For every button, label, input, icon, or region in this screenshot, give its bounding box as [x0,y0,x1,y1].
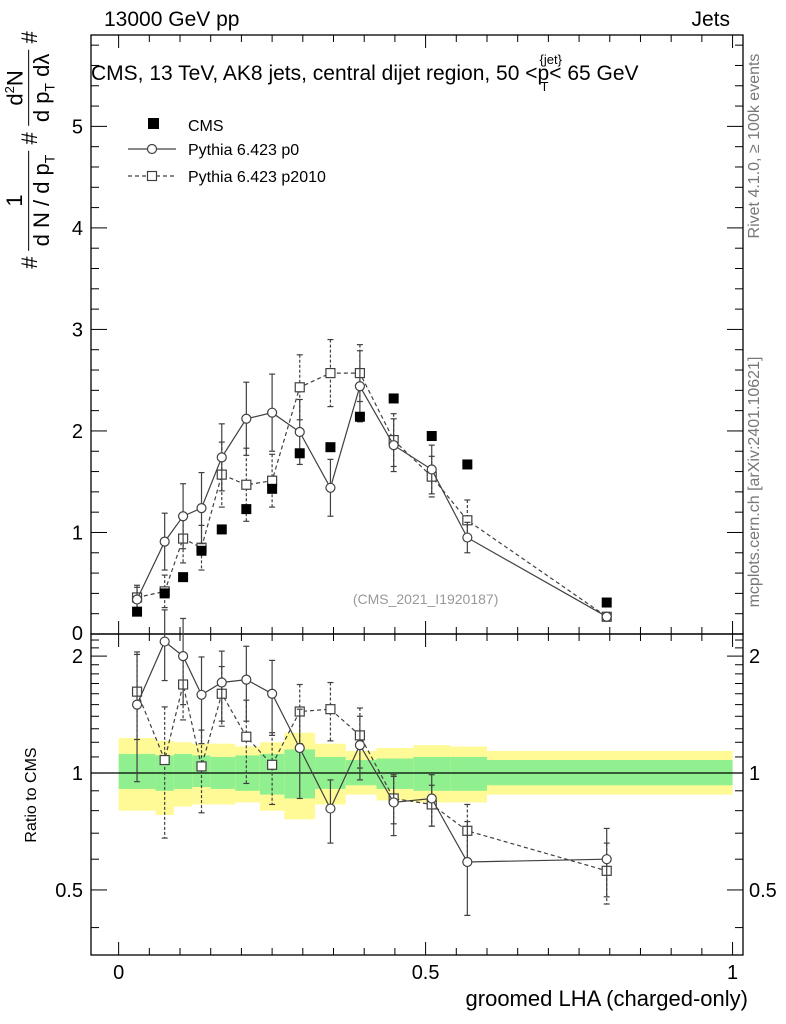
main-panel: 1 2 3 4 5 0 (CMS_2021_I1920187) CMS Pythia 6.423… [72,34,744,955]
legend-cms-label: CMS [188,118,224,135]
main-y-tick-label: 1 [72,522,83,544]
ratio-y-tick-label: 1 [72,763,83,785]
ratio-p2010-line [136,684,607,872]
cms-point [132,606,143,617]
ratio-p0-point [388,797,399,808]
ratio-p0-point [294,742,305,754]
cms-point [601,597,612,608]
title-sup: {jet} [539,52,562,67]
title-text: CMS, 13 TeV, AK8 jets, central dijet reg… [91,62,538,85]
p0-point [354,381,366,392]
ratio-p2010-point [267,759,278,770]
ratio-p0-point [177,651,189,662]
p0-point [241,413,252,424]
ratio-y-tick-label-right: 1 [749,763,760,785]
cms-point [159,588,170,599]
p0-point [196,503,207,514]
p0-point [426,464,437,475]
ratio-p0-point [354,740,366,751]
ratio-p0-line [136,640,607,863]
ratio-panel: 0 0.5 1 0.5 0.5 1 1 2 2 [55,35,777,984]
ratio-p0-point [196,689,207,700]
ratio-y-tick-label: 0.5 [55,880,83,902]
cms-point [241,504,252,515]
legend-p0-label: Pythia 6.423 p0 [188,142,299,159]
legend-p2010-label: Pythia 6.423 p2010 [188,169,326,186]
header-right: Jets [691,8,730,31]
p0-point [294,426,305,438]
title-pt: p {jet} T [537,52,562,94]
legend-p2010-marker [146,170,158,182]
p0-point [216,452,227,463]
legend: CMS Pythia 6.423 p0 Pythia 6.423 p2010 [128,118,326,186]
ratio-p2010-point [241,731,252,742]
ratio-p0-point [426,793,437,804]
legend-p0-marker [146,143,158,155]
x-tick-label: 0 [113,962,124,984]
p0-line [136,384,607,618]
ratio-p0-point [159,636,170,647]
main-plot-title: CMS, 13 TeV, AK8 jets, central dijet reg… [91,52,639,94]
title-p: p [537,62,550,85]
main-y-zero-label: 0 [72,623,83,645]
ratio-p0-point [131,699,143,710]
ratio-p2010-point [196,761,207,772]
p0-point [131,594,143,605]
cms-point [388,393,399,404]
main-y-tick-label: 3 [72,319,83,341]
ratio-p2010-point [325,704,336,715]
ratio-p0-point [267,688,278,699]
x-tick-label: 0.5 [412,962,440,984]
title-tail: < 65 GeV [549,62,639,85]
header-left: 13000 GeV pp [104,8,240,31]
cms-point [325,442,336,453]
ratio-band-inner [450,756,487,791]
cms-point [354,411,365,422]
ratio-y-tick-label-right: 0.5 [749,880,777,902]
watermark: (CMS_2021_I1920187) [353,591,499,607]
cms-point [462,459,473,470]
ratio-band-inner [376,758,414,789]
cms-point [426,431,437,442]
main-y-tick-label: 2 [72,421,83,443]
ratio-p2010-point [159,754,170,766]
cms-point [294,448,305,459]
p2010-line [136,372,608,618]
p0-point [267,407,278,418]
cms-point [216,524,227,535]
p0-point [601,611,612,622]
ratio-p0-point [462,856,473,868]
p0-point [159,536,170,547]
ratio-band-inner [173,753,193,789]
main-y-tick-label: 5 [72,116,83,138]
cms-point [178,572,189,583]
ratio-y-tick-label: 2 [72,646,83,668]
ratio-y-tick-label-right: 2 [749,646,760,668]
title-sub: T [540,79,549,94]
p2010-point [294,382,305,393]
main-y-tick-label: 4 [72,218,83,240]
p0-point [462,532,473,543]
p2010-point [325,367,336,379]
cms-point [196,545,207,556]
x-tick-label: 1 [727,962,738,984]
ratio-frame [90,633,744,956]
p0-point [325,482,336,493]
legend-cms-marker [148,118,159,129]
p0-point [177,511,189,522]
x-axis-label: groomed LHA (charged-only) [465,986,748,1011]
ratio-p0-point [325,803,336,814]
ratio-p0-point [216,677,227,688]
p0-point [388,440,399,451]
p2010-point [241,479,252,490]
ratio-p0-point [601,854,612,865]
cms-point [267,483,278,494]
ratio-p0-point [241,674,252,685]
